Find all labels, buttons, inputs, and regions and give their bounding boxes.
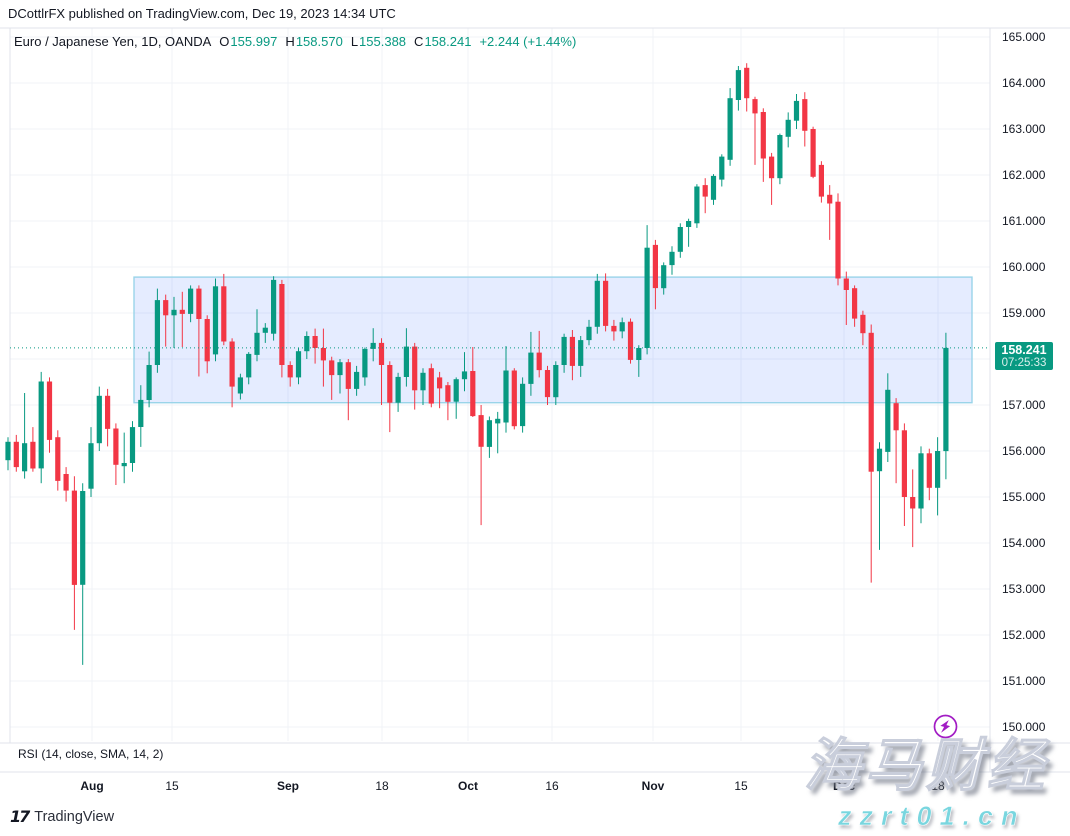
y-axis-label: 164.000 <box>1002 76 1046 90</box>
y-axis-label: 153.000 <box>1002 582 1046 596</box>
x-axis-label: 18 <box>931 779 945 793</box>
x-axis-label: Dec <box>832 779 856 793</box>
x-axis-label: Aug <box>80 779 104 793</box>
ohlc-low: L 155.388 <box>350 34 407 49</box>
tradingview-logo-text: TradingView <box>34 808 115 825</box>
ohlc-open: O 155.997 <box>219 34 278 49</box>
tradingview-logo[interactable]: 17 TradingView <box>10 807 114 826</box>
y-axis-label: 160.000 <box>1002 260 1046 274</box>
x-axis-label: 15 <box>165 779 179 793</box>
y-axis-label: 152.000 <box>1002 628 1046 642</box>
y-axis-label: 155.000 <box>1002 490 1046 504</box>
ohlc-close: C 158.241 <box>414 34 472 49</box>
x-axis-label: 16 <box>545 779 559 793</box>
y-axis-label: 161.000 <box>1002 214 1046 228</box>
price-axis[interactable]: 165.000 164.000 163.000 162.000 161.000 160.0… <box>990 28 1070 772</box>
watermark-url: zzrt01.cn <box>838 801 1026 832</box>
current-price-badge: 158.241 07:25:33 <box>995 342 1053 370</box>
symbol-legend[interactable]: Euro / Japanese Yen, 1D, OANDA O 155.997 … <box>14 34 576 49</box>
x-axis-label: Nov <box>641 779 665 793</box>
symbol-title[interactable]: Euro / Japanese Yen, 1D, OANDA <box>14 34 212 49</box>
tradingview-glyph-icon: 17 <box>10 807 30 826</box>
y-axis-label: 165.000 <box>1002 30 1046 44</box>
lightning-bolt-icon <box>940 720 951 733</box>
y-axis-label: 151.000 <box>1002 674 1046 688</box>
bar-countdown: 07:25:33 <box>1001 357 1047 369</box>
y-axis-label: 156.000 <box>1002 444 1046 458</box>
time-axis[interactable]: Aug 15 Sep 18 Oct 16 Nov 15 Dec 18 <box>0 779 1070 795</box>
watermark-chinese: 海马财经 <box>803 734 1048 798</box>
y-axis-label: 159.000 <box>1002 306 1046 320</box>
flash-alert-button[interactable] <box>931 712 960 741</box>
y-axis-label: 162.000 <box>1002 168 1046 182</box>
x-axis-label: 15 <box>734 779 748 793</box>
byline: DCottlrFX published on TradingView.com, … <box>8 6 396 21</box>
current-price-value: 158.241 <box>1001 343 1047 357</box>
y-axis-label: 157.000 <box>1002 398 1046 412</box>
ohlc-high: H 158.570 <box>285 34 343 49</box>
x-axis-label: 18 <box>375 779 389 793</box>
x-axis-label: Oct <box>457 779 479 793</box>
change-value: +2.244 (+1.44%) <box>479 34 577 49</box>
x-axis-label: Sep <box>276 779 300 793</box>
y-axis-label: 163.000 <box>1002 122 1046 136</box>
y-axis-label: 150.000 <box>1002 720 1046 734</box>
y-axis-label: 154.000 <box>1002 536 1046 550</box>
rsi-indicator-legend[interactable]: RSI (14, close, SMA, 14, 2) <box>18 747 164 761</box>
